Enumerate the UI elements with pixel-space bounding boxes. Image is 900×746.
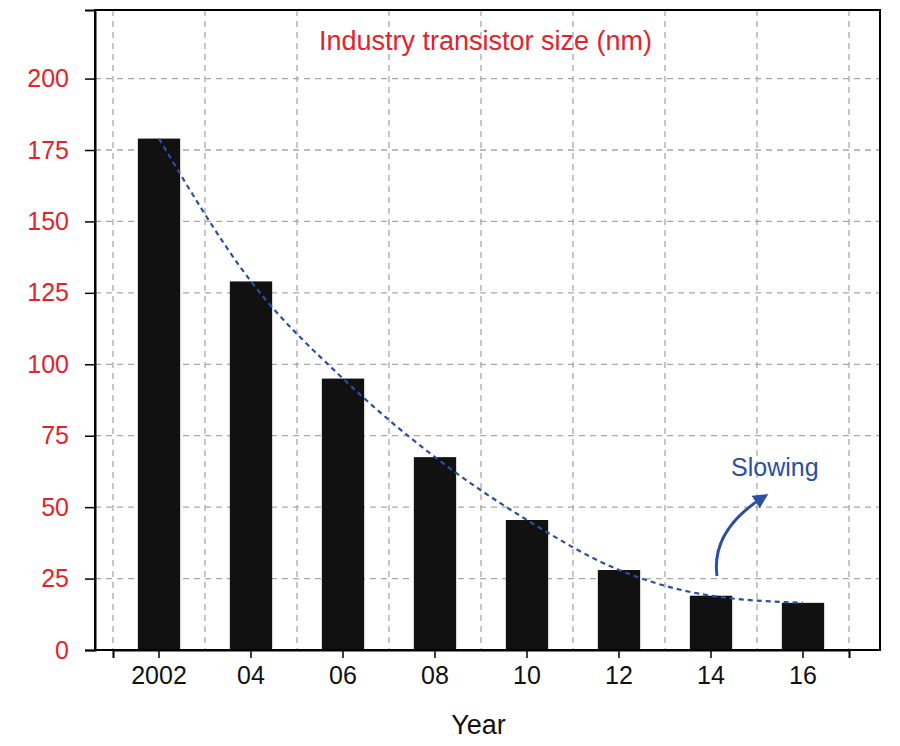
trend-line [159, 139, 803, 603]
title: Industry transistor size (nm) [319, 26, 652, 56]
bar [138, 139, 180, 650]
x-axis-title: Year [451, 710, 506, 740]
x-tick: 08 [421, 650, 449, 689]
x-grid-line [480, 10, 481, 650]
y-axis: 0 25 50 75 100 125 150 175 200 [27, 11, 95, 664]
x-grid-line [756, 10, 757, 650]
y-tick-label: 75 [41, 421, 69, 449]
y-tick: 50 [41, 493, 95, 521]
x-tick-label: 10 [513, 661, 541, 689]
y-tick-label: 50 [41, 493, 69, 521]
y-tick-label: 25 [41, 564, 69, 592]
x-grid-line [848, 10, 849, 650]
x-tick-mark [802, 650, 804, 658]
x-grid-line [296, 10, 297, 650]
y-tick-label: 150 [27, 207, 69, 235]
y-tick: 100 [27, 350, 95, 378]
annotation: Slowing [731, 453, 819, 481]
y-tick: 125 [27, 278, 95, 306]
y-tick-label: 125 [27, 278, 69, 306]
x-tick: 16 [789, 650, 817, 689]
y-grid-line [95, 435, 880, 436]
x-tick-label: 12 [605, 661, 633, 689]
y-tick: 75 [41, 421, 95, 449]
y-tick-mark [85, 293, 95, 295]
y-tick: 175 [27, 136, 95, 164]
y-tick-label: 0 [55, 636, 69, 664]
annotation-arrow [716, 498, 762, 576]
y-tick-label: 175 [27, 136, 69, 164]
plot: 0 25 50 75 100 125 150 175 200 2002 04 06 08 10 12 14 16… [27, 10, 880, 689]
y-tick-mark [85, 578, 95, 580]
y-tick: 0 [55, 636, 95, 664]
y-tick-label: 100 [27, 350, 69, 378]
x-tick-label: 14 [697, 661, 725, 689]
y-tick-label: 200 [27, 64, 69, 92]
x-tick-mark [342, 650, 344, 658]
x-tick-label: 06 [329, 661, 357, 689]
y-tick-mark [85, 507, 95, 509]
x-tick-mark [710, 650, 712, 658]
x-tick-mark [434, 650, 436, 658]
y-tick: 25 [41, 564, 95, 592]
x-tick: 12 [605, 650, 633, 689]
x-grid-line [664, 10, 665, 650]
x-tick-mark [526, 650, 528, 658]
plot-frame [95, 10, 880, 650]
marks [138, 139, 824, 650]
y-tick-mark [85, 150, 95, 152]
bar [322, 379, 364, 650]
x-tick-mark [618, 650, 620, 658]
bar [690, 596, 732, 650]
y-grid-line [95, 364, 880, 365]
chart: 0 25 50 75 100 125 150 175 200 2002 04 06 08 10 12 14 16… [0, 0, 900, 746]
y-tick-mark [85, 78, 95, 80]
x-tick: 10 [513, 650, 541, 689]
bar [782, 603, 824, 650]
x-tick-label: 2002 [131, 661, 187, 689]
y-tick-mark [85, 364, 95, 366]
y-tick-mark [85, 650, 95, 652]
x-tick-label: 16 [789, 661, 817, 689]
y-grid-line [95, 149, 880, 150]
bar [414, 457, 456, 650]
y-grid-line [95, 292, 880, 293]
y-tick: 200 [27, 64, 95, 92]
x-tick-label: 04 [237, 661, 265, 689]
bar [598, 570, 640, 650]
y-tick-mark [85, 221, 95, 223]
x-tick-mark [250, 650, 252, 658]
x-tick: 04 [237, 650, 265, 689]
y-tick-mark [85, 435, 95, 437]
x-tick: 14 [697, 650, 725, 689]
bar [506, 520, 548, 650]
x-grid-line [388, 10, 389, 650]
x-tick-mark [158, 650, 160, 658]
x-tick: 2002 [131, 650, 187, 689]
y-grid-line [95, 221, 880, 222]
x-grid-line [572, 10, 573, 650]
y-tick: 150 [27, 207, 95, 235]
x-axis: 2002 04 06 08 10 12 14 16 [114, 650, 850, 689]
y-grid-line [95, 578, 880, 579]
x-axis-line [114, 651, 850, 659]
x-tick-label: 08 [421, 661, 449, 689]
y-axis-line [85, 11, 96, 651]
y-grid-line [95, 78, 880, 79]
x-grid-line [112, 10, 113, 650]
bar [230, 281, 272, 650]
x-grid-line [204, 10, 205, 650]
y-grid-line [95, 506, 880, 507]
x-tick: 06 [329, 650, 357, 689]
grid [95, 10, 880, 650]
